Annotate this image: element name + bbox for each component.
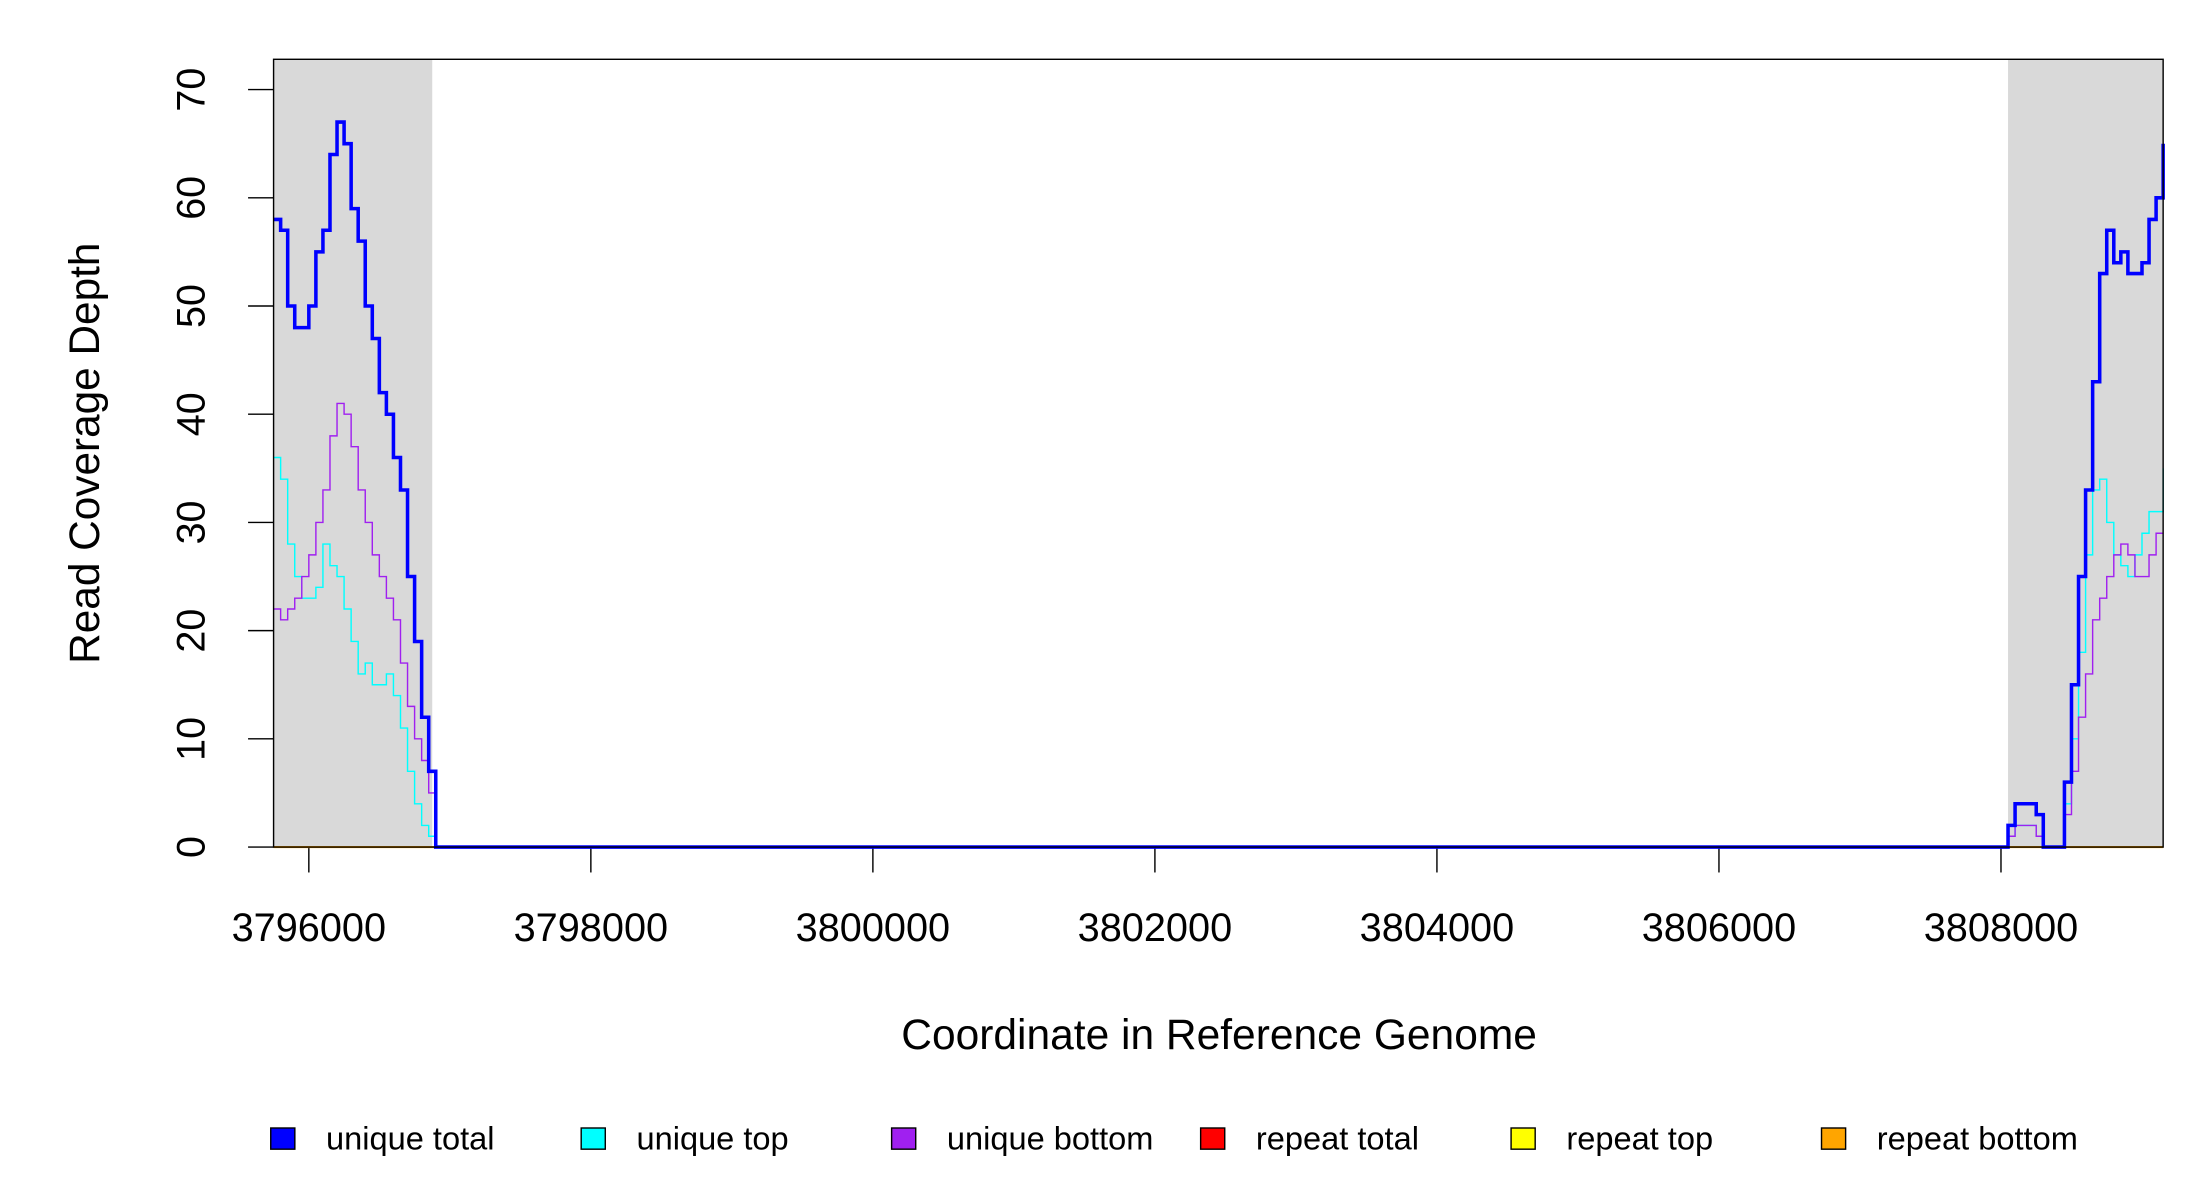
series-line <box>273 402 2164 848</box>
x-tick-label: 3806000 <box>1642 906 1797 950</box>
series-line <box>273 456 2164 848</box>
x-tick-label: 3808000 <box>1924 906 2079 950</box>
shaded-region <box>2008 59 2164 848</box>
legend-label: repeat top <box>1566 1120 1713 1156</box>
legend-swatch <box>890 1127 917 1150</box>
legend-label: unique total <box>326 1120 494 1156</box>
legend-swatch <box>580 1127 606 1150</box>
plot-frame <box>272 58 2164 848</box>
y-tick-label: 30 <box>170 500 214 544</box>
x-tick-label: 3802000 <box>1078 906 1233 950</box>
y-tick-label: 50 <box>170 284 214 328</box>
x-tick-label: 3800000 <box>796 906 951 950</box>
legend-swatch <box>1820 1127 1847 1150</box>
y-tick-label: 60 <box>170 176 214 220</box>
legend-label: unique top <box>636 1120 788 1156</box>
legend-label: unique bottom <box>947 1120 1154 1156</box>
legend-label: repeat total <box>1256 1120 1419 1156</box>
x-axis-label: Coordinate in Reference Genome <box>901 1011 1537 1058</box>
y-tick-label: 0 <box>170 836 214 858</box>
legend-swatch <box>1510 1127 1536 1150</box>
x-tick-label: 3796000 <box>232 906 387 950</box>
y-tick-label: 10 <box>170 717 214 761</box>
x-tick-label: 3804000 <box>1360 906 1515 950</box>
y-tick-label: 70 <box>170 68 214 112</box>
x-tick-label: 3798000 <box>514 906 669 950</box>
y-axis-label: Read Coverage Depth <box>61 243 108 664</box>
y-tick-label: 20 <box>170 609 214 653</box>
legend-swatch <box>1199 1127 1226 1150</box>
legend-label: repeat bottom <box>1877 1120 2078 1156</box>
series-line <box>273 120 2165 849</box>
legend-swatch <box>270 1127 296 1150</box>
y-tick-label: 40 <box>170 392 214 436</box>
